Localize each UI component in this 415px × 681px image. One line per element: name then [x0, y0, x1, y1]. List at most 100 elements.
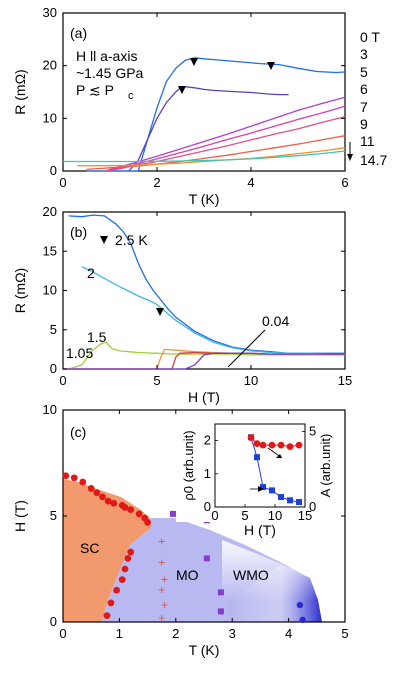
inset-rho0-point [296, 499, 302, 506]
inset-A-point [259, 441, 267, 449]
square-point [203, 555, 210, 562]
panel-b-label: (b) [70, 224, 87, 240]
panel-c-points: ++++++ [62, 472, 306, 625]
sc-region [63, 479, 152, 622]
inset-arrowhead-rho [258, 486, 264, 492]
inset-ytick-label-right: 5 [309, 424, 316, 439]
inset-ylabel-right: A (arb.unit) [318, 434, 333, 498]
panel-b-label-1p5: 1.5 [87, 329, 107, 345]
panel-a-axes: 0 2 4 6 0 10 20 30 T (K) R (mΩ) [12, 5, 349, 207]
panel-c-ytick-label: 5 [50, 508, 57, 523]
inset-background [176, 417, 326, 522]
panel-b: 0 5 10 15 0 5 10 15 20 H (T) R (mΩ) (b) 2.5 K 2 1.… [12, 204, 352, 405]
panel-a-marker-3 [178, 86, 186, 94]
mo-plus-point: + [158, 583, 165, 597]
panel-b-series-line [68, 214, 345, 354]
sc-point [121, 565, 129, 573]
panel-a-field-label: 11 [360, 133, 375, 149]
panel-c-xtick-label: 4 [285, 626, 292, 641]
panel-b-series [63, 214, 345, 370]
inset-ylabel-left: ρ0 (arb.unit) [181, 430, 196, 500]
panel-b-marker-1 [100, 236, 108, 244]
inset-series [247, 434, 303, 506]
panel-a-frame [62, 12, 346, 172]
panel-b-xtick-label: 15 [338, 373, 352, 388]
sc-point [99, 493, 106, 501]
region-label-mo: MO [176, 567, 199, 583]
panel-a-label: (a) [70, 25, 87, 41]
panel-b-frame [62, 211, 346, 370]
inset-rho0-point [254, 454, 260, 461]
sc-point [127, 506, 135, 514]
inset-rho0-point [269, 487, 275, 494]
panel-a-field-arrowhead [347, 154, 353, 161]
sc-point [103, 612, 111, 620]
inset-A-point [295, 441, 303, 449]
panel-c-ytick-label: 0 [50, 614, 57, 629]
panel-a-field-label: 6 [360, 81, 368, 97]
inset-A-point [268, 441, 276, 449]
inset-A-point [286, 443, 294, 451]
inset-A-point [277, 441, 285, 449]
panel-c-label: (c) [70, 424, 86, 440]
panel-b-ytick-label: 10 [43, 283, 57, 298]
panel-a-marker-2 [267, 62, 275, 70]
square-point [169, 510, 176, 517]
panel-a-marker-1 [190, 58, 198, 66]
sc-point [113, 586, 120, 594]
panel-c-xtick-label: 3 [229, 626, 236, 641]
panel-b-series-line [63, 352, 345, 370]
panel-b-ytick-label: 0 [50, 361, 57, 376]
panel-a-xtick-label: 4 [247, 175, 254, 190]
panel-a-xtick-label: 2 [153, 175, 160, 190]
panel-b-xtick-label: 10 [244, 373, 258, 388]
wmo-point [296, 601, 304, 609]
panel-b-axes: 0 5 10 15 0 5 10 15 20 H (T) R (mΩ) [12, 204, 352, 405]
panel-a-xtick-label: 6 [341, 175, 348, 190]
wmo-fade [222, 540, 330, 600]
sc-point [70, 474, 78, 482]
panel-a-annotation-3: P ≲ P [76, 82, 114, 98]
mo-plus-point: + [158, 556, 165, 570]
mo-plus-point: + [161, 573, 168, 587]
panel-a-field-label: 3 [360, 46, 368, 62]
panel-b-marker-2 [156, 308, 164, 316]
wmo-point [299, 616, 306, 624]
panel-b-pointer [227, 329, 266, 368]
panel-b-label-1p05: 1.05 [66, 345, 93, 361]
sc-point [124, 555, 132, 562]
panel-a-series-line [128, 86, 289, 172]
panel-c-ylabel: H (T) [12, 500, 28, 532]
panel-c-xlabel: T (K) [189, 642, 220, 658]
panel-b-ylabel: R (mΩ) [12, 268, 28, 313]
panel-b-label-2p5K: 2.5 K [115, 232, 148, 248]
mo-plus-point: + [161, 598, 168, 612]
panel-a-field-label: 9 [360, 116, 368, 132]
region-label-wmo: WMO [233, 567, 269, 583]
panel-a-ytick-label: 10 [43, 110, 57, 125]
sc-point [79, 478, 87, 486]
inset-xtick-label: 10 [268, 508, 282, 523]
panel-a-field-label: 5 [360, 64, 368, 80]
panel-a-series-line [77, 147, 346, 167]
panel-b-series-line [81, 266, 345, 355]
panel-a-ytick-label: 30 [43, 5, 57, 20]
panel-a-ylabel: R (mΩ) [12, 69, 28, 114]
inset-rho0-point [287, 497, 293, 504]
inset-xtick-label: 5 [241, 508, 248, 523]
panel-a-series-line [63, 150, 346, 163]
panel-b-series-line [68, 341, 345, 370]
sc-point [135, 510, 143, 518]
inset-arrowhead-A [276, 454, 282, 458]
inset-xtick-label: 0 [211, 508, 218, 523]
inset-ytick-label-left: 1 [204, 466, 211, 481]
inset-xtick-label: 15 [298, 508, 312, 523]
panel-a: 0 2 4 6 0 10 20 30 T (K) R (mΩ) (a) H ll a-axis ~… [12, 5, 387, 207]
sc-point [87, 485, 95, 492]
panel-a-field-label: 14.7 [360, 152, 387, 168]
sc-point [144, 518, 152, 526]
inset-ytick-label-right: 0 [309, 499, 316, 514]
panel-a-field-label: 0 T [360, 29, 380, 45]
panel-b-ytick-label: 15 [43, 243, 57, 258]
